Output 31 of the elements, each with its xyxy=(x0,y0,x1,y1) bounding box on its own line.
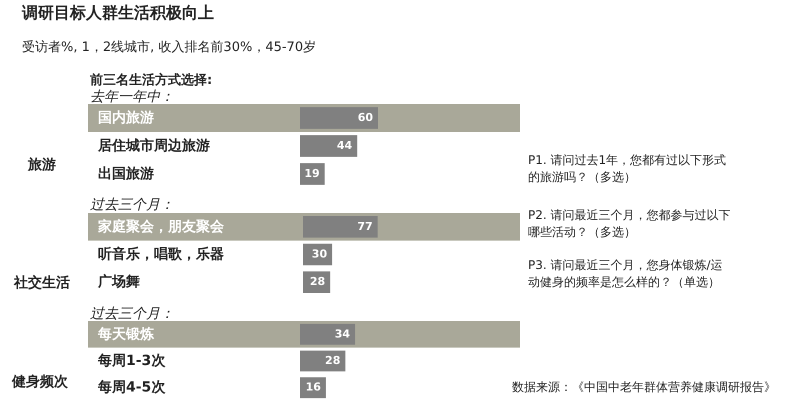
text: 旅游 xyxy=(27,157,56,173)
data-label: 16 xyxy=(306,380,322,394)
text: 健身频次 xyxy=(11,374,69,390)
data-label: 44 xyxy=(336,139,353,152)
text: 去年一年中： xyxy=(90,89,174,105)
text: 受访者%, 1，2线城市, 收入排名前30%，45-70岁 xyxy=(22,39,316,55)
source-note: 数据来源：《中国中老年群体营养健康调研报告》 xyxy=(512,380,776,394)
text: 过去三个月： xyxy=(90,306,174,322)
data-label: 19 xyxy=(304,167,320,180)
text: 过去三个月： xyxy=(90,197,174,213)
data-label: 77 xyxy=(357,220,373,233)
y-tick-label: 居住城市周边旅游 xyxy=(97,137,210,154)
y-tick-label: 每周4-5次 xyxy=(97,380,166,396)
y-tick-label: 广场舞 xyxy=(97,273,140,290)
y-tick-label: 每天锻炼 xyxy=(97,326,155,342)
text: 调研目标人群生活积极向上 xyxy=(21,3,214,22)
data-label: 28 xyxy=(325,354,340,367)
y-tick-label: 家庭聚会，朋友聚会 xyxy=(97,218,225,235)
text: 前三名生活方式选择: xyxy=(89,72,212,88)
y-tick-label: 出国旅游 xyxy=(98,166,154,182)
text: P2. 请问最近三个月，您都参与过以下哪些活动？（多选） xyxy=(528,208,730,239)
data-label: 30 xyxy=(312,248,328,260)
text: P1. 请问过去1年，您都有过以下形式的旅游吗？（多选） xyxy=(528,153,726,184)
y-tick-label: 每周1-3次 xyxy=(97,353,166,369)
data-label: 34 xyxy=(334,327,350,340)
text: 社交生活 xyxy=(13,274,70,291)
y-tick-label: 听音乐，唱歌，乐器 xyxy=(98,246,224,262)
text: P3. 请问最近三个月，您身体锻炼/运动健身的频率是怎么样的？（单选） xyxy=(528,258,723,289)
y-tick-label: 国内旅游 xyxy=(98,110,154,126)
data-label: 60 xyxy=(358,111,374,124)
data-label: 28 xyxy=(310,275,326,288)
